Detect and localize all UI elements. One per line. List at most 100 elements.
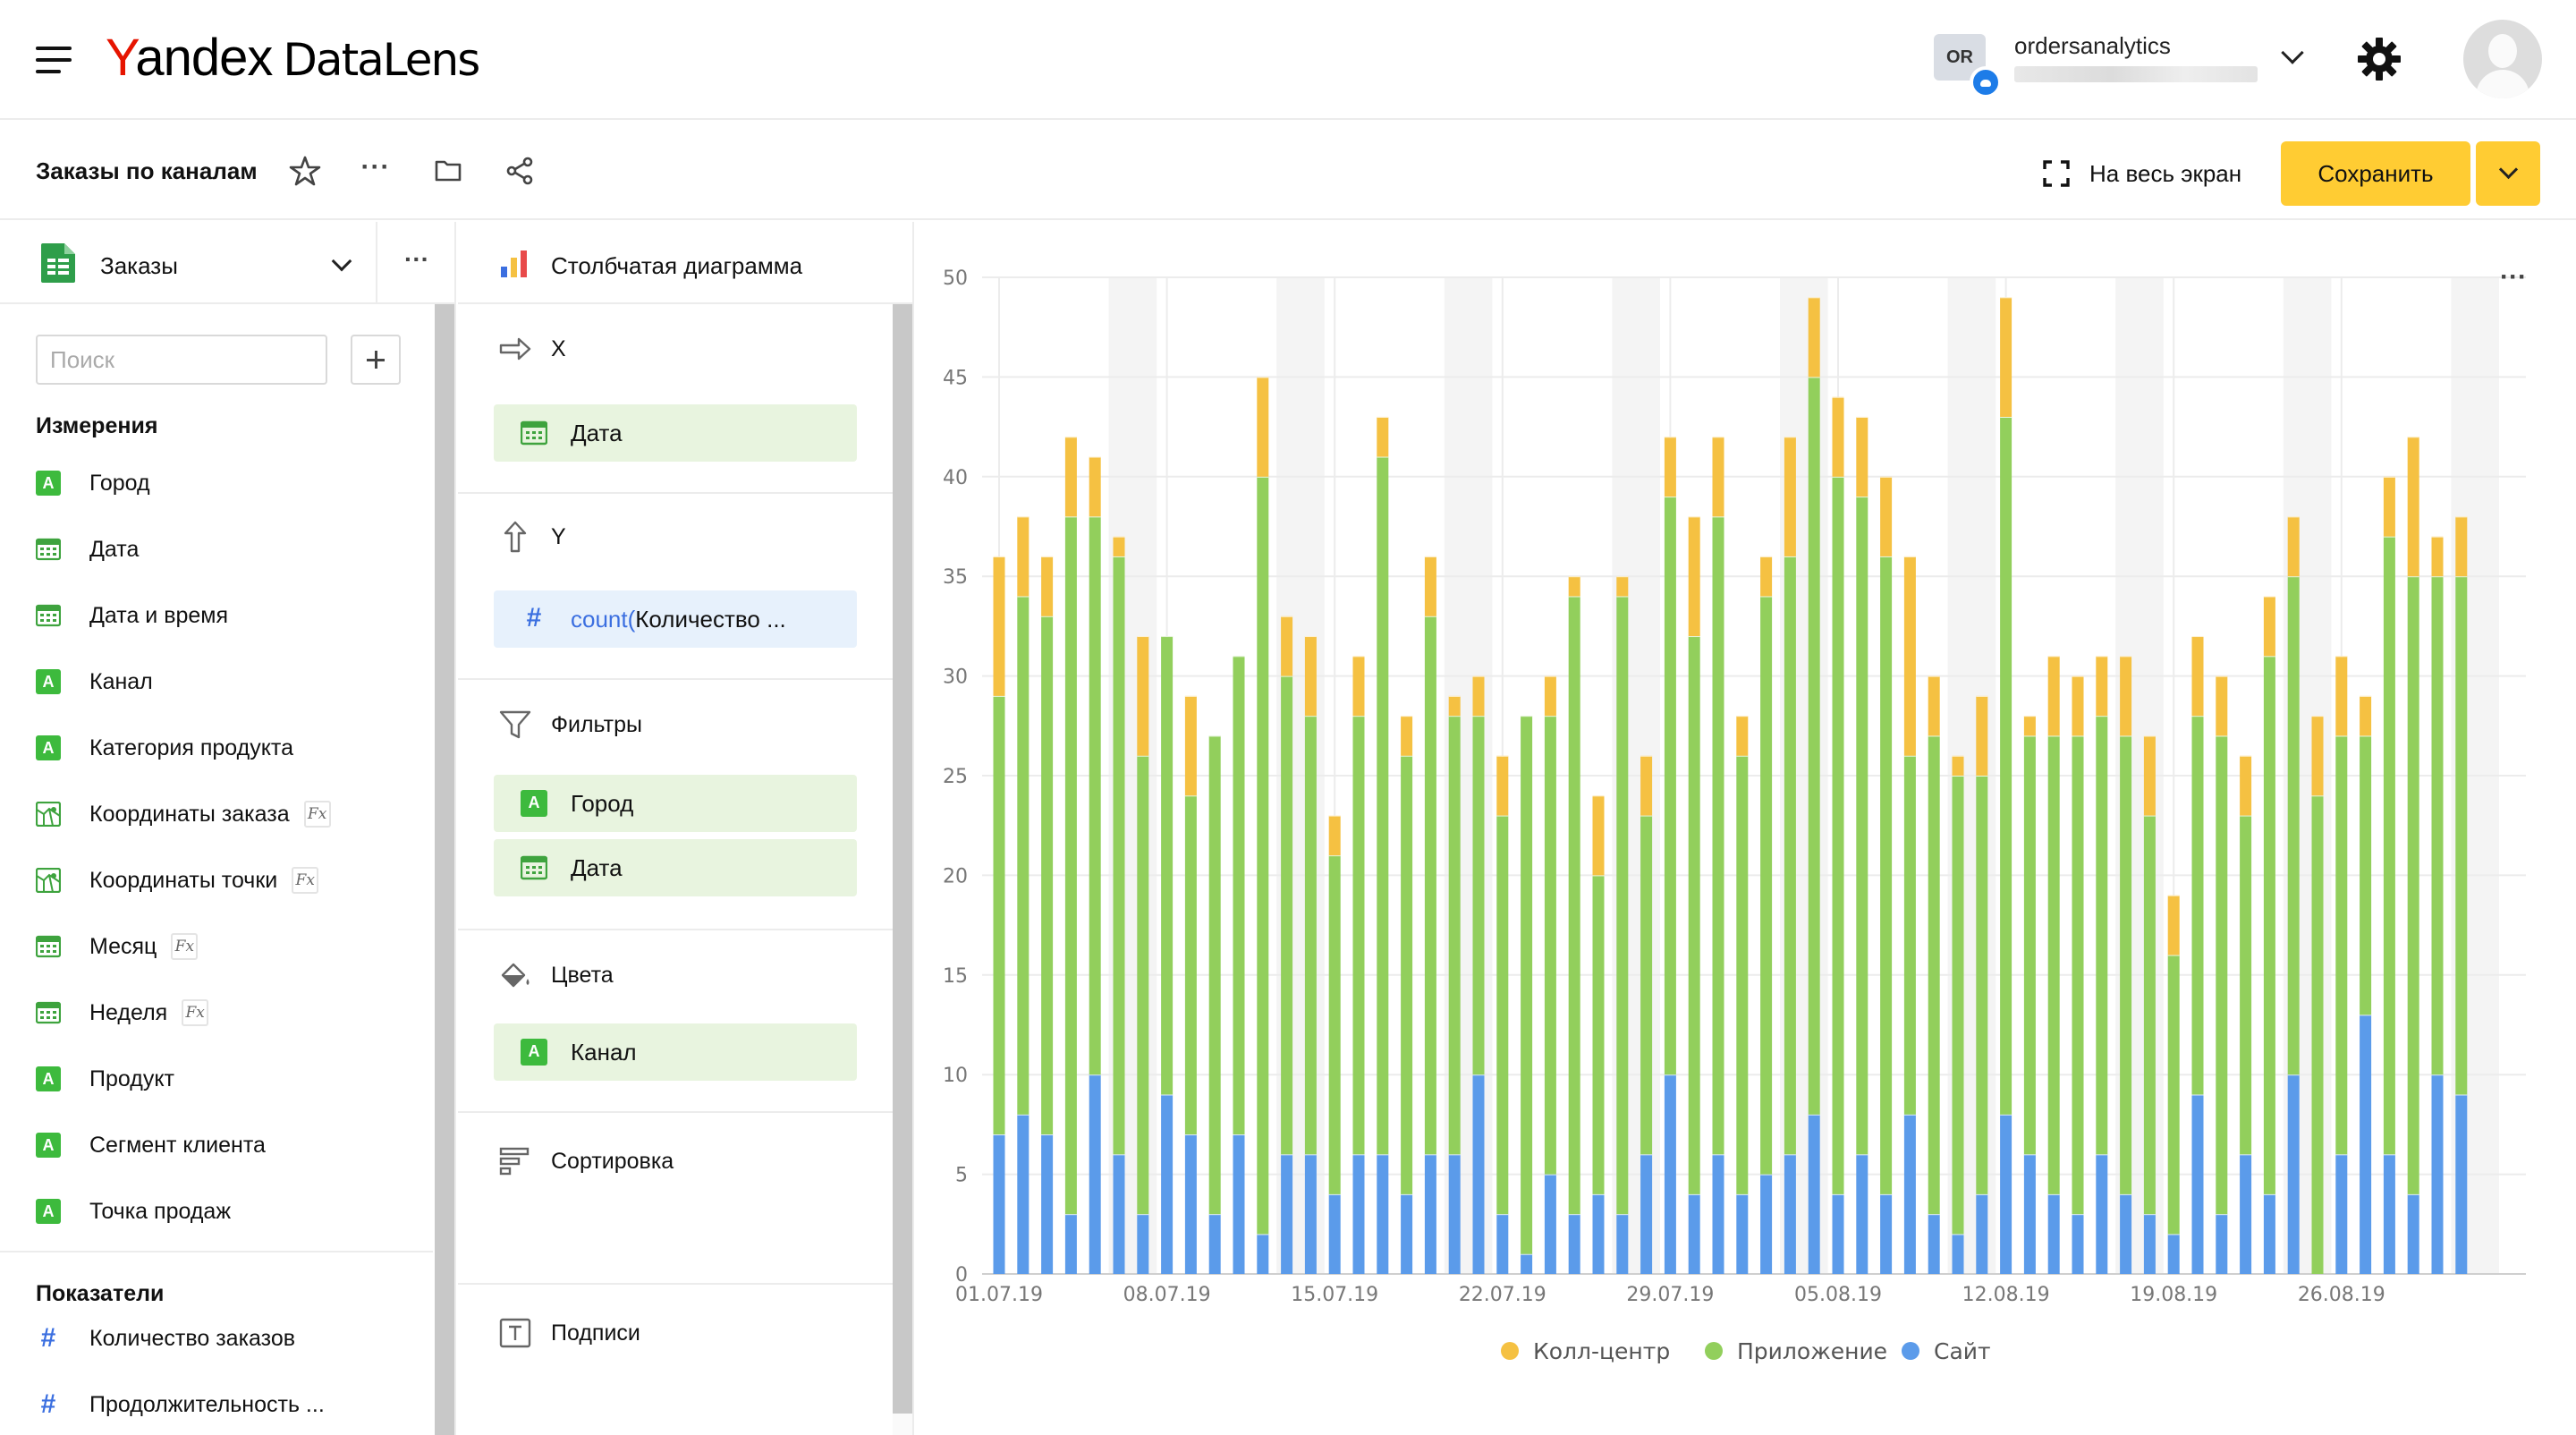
field-item-dimension[interactable]: Координаты точки Fx [35, 862, 319, 898]
bar-segment: 02.08.19 — Сайт: 5 [1760, 1174, 1773, 1274]
legend-item[interactable]: Колл-центр [1501, 1338, 1670, 1364]
gear-icon[interactable] [2356, 36, 2402, 82]
field-item-measure[interactable]: # Продолжительность ... [36, 1387, 325, 1422]
legend-item[interactable]: Сайт [1902, 1338, 1991, 1364]
paint-bucket-icon [501, 963, 530, 988]
field-item-dimension[interactable]: A Канал [36, 664, 153, 700]
bar-segment-edge [993, 1134, 1005, 1136]
x-tick-label: 19.08.19 [2130, 1284, 2217, 1306]
bar-segment: 29.07.19 — Колл-центр: 3 [1664, 437, 1676, 497]
bar-segment-edge [1736, 755, 1749, 757]
bar-segment-edge [2287, 516, 2300, 518]
bar-segment-edge [2240, 1154, 2252, 1156]
bar-segment: 11.08.19 — Колл-центр: 4 [1976, 695, 1988, 776]
bar-segment: 08.08.19 — Приложение: 18 [1903, 755, 1916, 1115]
bar-segment-edge [2383, 536, 2395, 538]
bar-segment-edge [2431, 536, 2444, 538]
bar-segment: 23.07.19 — Приложение: 27 [1521, 716, 1533, 1254]
field-item-measure[interactable]: # Количество заказов [36, 1320, 295, 1356]
dataset-more-icon[interactable]: ··· [404, 245, 429, 273]
field-item-dimension[interactable]: A Сегмент клиента [36, 1127, 266, 1163]
field-label: Месяц [89, 933, 157, 959]
field-item-dimension[interactable]: A Продукт [36, 1061, 174, 1097]
field-item-dimension[interactable]: Дата и время [35, 598, 228, 633]
save-options-button[interactable] [2476, 141, 2540, 206]
y-tick-label: 30 [943, 667, 968, 689]
fullscreen-label: На весь экран [2089, 159, 2242, 187]
app-logo[interactable]: Yandex DataLens [106, 27, 480, 89]
field-item-dimension[interactable]: Неделя Fx [35, 995, 209, 1031]
x-tick-label: 12.08.19 [1962, 1284, 2050, 1306]
y-field-chip[interactable]: # count(Количество ... [494, 590, 857, 648]
bar-segment: 31.08.19 — Сайт: 9 [2455, 1094, 2468, 1274]
bar-segment: 07.08.19 — Приложение: 32 [1880, 556, 1893, 1194]
color-field-chip[interactable]: A Канал [494, 1023, 857, 1081]
x-field-chip[interactable]: Дата [494, 404, 857, 462]
chevron-down-icon[interactable] [331, 250, 352, 272]
bar-segment: 25.08.19 — Колл-центр: 4 [2311, 716, 2324, 796]
string-field-icon: A [521, 1039, 547, 1066]
logo-brand-letter: Y [106, 29, 136, 87]
more-actions-icon[interactable]: ··· [360, 152, 391, 182]
field-item-dimension[interactable]: Дата [35, 531, 139, 567]
dataset-selector[interactable]: Заказы ··· [0, 222, 454, 304]
share-icon[interactable] [497, 149, 542, 193]
bar-segment: 24.07.19 — Колл-центр: 2 [1544, 675, 1556, 717]
cloud-icon [1970, 66, 2002, 98]
bar-segment: 12.07.19 — Сайт: 2 [1257, 1234, 1269, 1274]
bar-segment-edge [1544, 716, 1556, 718]
field-item-dimension[interactable]: A Точка продаж [36, 1193, 231, 1229]
bar-segment: 19.08.19 — Колл-центр: 3 [2167, 895, 2180, 955]
bar-segment-edge [2263, 1193, 2275, 1195]
bar-segment-edge [1688, 636, 1700, 638]
bar-segment: 26.08.19 — Сайт: 6 [2335, 1154, 2348, 1274]
bar-segment: 15.07.19 — Приложение: 17 [1328, 855, 1341, 1194]
bar-segment: 18.07.19 — Приложение: 22 [1401, 755, 1413, 1194]
bar-segment: 05.07.19 — Колл-центр: 3 [1089, 456, 1101, 517]
bar-segment-edge [1592, 875, 1605, 877]
dataset-scrollbar[interactable] [435, 304, 454, 1435]
fullscreen-button[interactable]: На весь экран [2043, 157, 2241, 190]
save-button[interactable]: Сохранить [2281, 141, 2470, 206]
bar-segment: 03.08.19 — Приложение: 30 [1784, 556, 1796, 1155]
bar-segment: 27.08.19 — Колл-центр: 2 [2360, 695, 2372, 736]
account-switcher[interactable]: OR ordersanalytics [1934, 32, 2309, 98]
field-item-dimension[interactable]: A Категория продукта [36, 730, 293, 766]
bar-segment-edge [1017, 596, 1030, 598]
account-badge: OR [1934, 34, 1986, 81]
bar-segment-edge [1448, 695, 1461, 697]
section-label: Сортировка [551, 1148, 674, 1174]
field-item-dimension[interactable]: Координаты заказа Fx [35, 796, 331, 832]
bar-segment: 10.08.19 — Приложение: 23 [1952, 776, 1964, 1235]
bar-segment: 27.08.19 — Приложение: 14 [2360, 735, 2372, 1015]
bar-segment: 11.07.19 — Приложение: 24 [1233, 656, 1245, 1135]
bar-segment: 26.07.19 — Колл-центр: 4 [1592, 795, 1605, 876]
bar-segment: 06.07.19 — Сайт: 6 [1113, 1154, 1125, 1274]
bar-segment: 29.08.19 — Колл-центр: 7 [2407, 437, 2419, 577]
bar-segment-edge [1880, 556, 1893, 557]
add-field-button[interactable] [351, 335, 401, 385]
filter-field-chip[interactable]: A Город [494, 775, 857, 832]
legend-item[interactable]: Приложение [1705, 1338, 1887, 1364]
bar-segment-edge [1328, 815, 1341, 817]
bar-segment-edge [1712, 1154, 1724, 1156]
user-avatar[interactable] [2463, 20, 2542, 98]
field-item-dimension[interactable]: A Город [36, 465, 150, 501]
bar-segment-edge [2335, 656, 2348, 658]
bar-segment-edge [2216, 1214, 2228, 1216]
chip-label: Канал [571, 1038, 637, 1066]
chart-legend[interactable]: Колл-центр Приложение Сайт [1501, 1338, 1991, 1364]
field-item-dimension[interactable]: Месяц Fx [35, 929, 199, 964]
bar-segment-edge [1281, 675, 1293, 677]
filter-field-chip[interactable]: Дата [494, 839, 857, 896]
visualization-scrollbar[interactable] [893, 304, 912, 1435]
chart-menu-icon[interactable]: ··· [2500, 262, 2527, 292]
bar-segment-edge [1544, 675, 1556, 677]
bar-segment-edge [2167, 955, 2180, 956]
folder-icon[interactable] [426, 149, 470, 193]
visualization-type-selector[interactable]: Столбчатая диаграмма [458, 222, 912, 304]
bar-segment-edge [2143, 1214, 2156, 1216]
menu-icon[interactable] [36, 47, 72, 73]
field-search-input[interactable] [36, 335, 327, 385]
star-icon[interactable] [283, 149, 327, 193]
